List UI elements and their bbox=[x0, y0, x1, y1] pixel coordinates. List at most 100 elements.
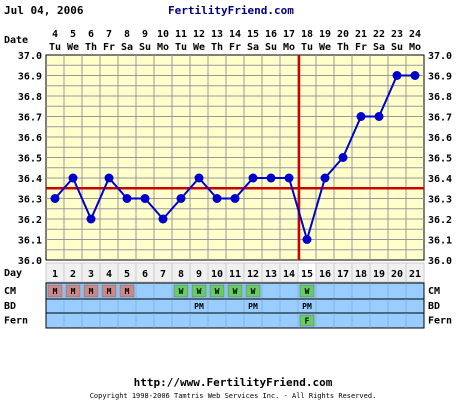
cycle-day-label: 17 bbox=[337, 269, 349, 280]
cm-cell-value: W bbox=[197, 287, 202, 296]
y-tick-label-right: 36.3 bbox=[428, 195, 452, 206]
temperature-point bbox=[158, 214, 168, 224]
cm-cell-value: M bbox=[71, 287, 76, 296]
temperature-point bbox=[212, 194, 222, 203]
cycle-day-label: 3 bbox=[88, 269, 94, 280]
bd-row-label-right: BD bbox=[428, 301, 440, 312]
weekday-tick-label: We bbox=[319, 42, 331, 53]
bd-row-background bbox=[45, 298, 425, 314]
cycle-day-label: 12 bbox=[247, 269, 259, 280]
temperature-point bbox=[248, 173, 258, 183]
weekday-tick-label: Th bbox=[211, 42, 223, 53]
temperature-point bbox=[50, 194, 60, 203]
cycle-day-label: 14 bbox=[283, 269, 295, 280]
cm-marker bbox=[245, 284, 261, 298]
weekday-tick-label: Fr bbox=[355, 42, 367, 53]
temperature-point bbox=[338, 153, 348, 162]
date-tick-label: 23 bbox=[391, 29, 403, 40]
y-tick-label-right: 36.1 bbox=[428, 236, 452, 247]
cm-marker bbox=[119, 284, 135, 298]
cycle-day-label: 1 bbox=[52, 269, 58, 280]
y-tick-label-right: 36.9 bbox=[428, 72, 452, 83]
cycle-day-label: 4 bbox=[106, 269, 112, 280]
y-tick-label-left: 36.6 bbox=[18, 133, 42, 144]
date-tick-label: 14 bbox=[229, 29, 241, 40]
temperature-point bbox=[104, 173, 114, 183]
cycle-day-label: 10 bbox=[211, 269, 223, 280]
y-tick-label-right: 36.8 bbox=[428, 92, 452, 103]
temperature-point bbox=[284, 173, 294, 183]
cm-cell-value: M bbox=[107, 287, 112, 296]
temperature-point bbox=[374, 112, 384, 121]
y-tick-label-left: 36.5 bbox=[18, 154, 42, 165]
footer-copyright: Copyright 1998-2006 Tamtris Web Services… bbox=[90, 392, 377, 400]
date-tick-label: 13 bbox=[211, 29, 223, 40]
temperature-point bbox=[266, 173, 276, 183]
weekday-tick-label: Su bbox=[265, 42, 277, 53]
temperature-point bbox=[194, 173, 204, 183]
fern-marker bbox=[299, 314, 315, 327]
temperature-point bbox=[122, 194, 132, 203]
day-cell bbox=[405, 262, 425, 283]
weekday-tick-label: Sa bbox=[373, 42, 385, 53]
cm-cell-value: M bbox=[89, 287, 94, 296]
bd-row-label-left: BD bbox=[4, 301, 16, 312]
date-tick-label: 17 bbox=[283, 29, 295, 40]
y-tick-label-left: 37.0 bbox=[18, 51, 42, 62]
cm-cell-value: W bbox=[251, 287, 256, 296]
y-tick-label-right: 36.5 bbox=[428, 154, 452, 165]
date-tick-label: 9 bbox=[142, 29, 148, 40]
cm-row-label-right: CM bbox=[428, 286, 440, 297]
chart-date: Jul 04, 2006 bbox=[4, 4, 84, 17]
date-tick-label: 21 bbox=[355, 29, 367, 40]
bd-cell-value: PM bbox=[248, 302, 258, 311]
temperature-point bbox=[302, 235, 312, 244]
cycle-day-label: 7 bbox=[160, 269, 166, 280]
weekday-tick-label: Tu bbox=[49, 42, 61, 53]
date-tick-label: 7 bbox=[106, 29, 112, 40]
y-tick-label-left: 36.8 bbox=[18, 92, 42, 103]
fern-row-background bbox=[45, 312, 425, 329]
weekday-tick-label: Sa bbox=[247, 42, 259, 53]
cm-cell-value: W bbox=[305, 287, 310, 296]
weekday-tick-label: Tu bbox=[301, 42, 313, 53]
y-tick-label-right: 36.6 bbox=[428, 133, 452, 144]
cycle-day-label: 8 bbox=[178, 269, 184, 280]
cm-marker bbox=[47, 284, 63, 298]
weekday-tick-label: We bbox=[67, 42, 79, 53]
cycle-day-label: 18 bbox=[355, 269, 367, 280]
date-row-label: Date bbox=[4, 35, 28, 46]
weekday-tick-label: Mo bbox=[283, 42, 295, 53]
cm-cell-value: W bbox=[233, 287, 238, 296]
date-tick-label: 16 bbox=[265, 29, 277, 40]
temperature-point bbox=[392, 71, 402, 80]
y-tick-label-right: 37.0 bbox=[428, 51, 452, 62]
weekday-tick-label: Sa bbox=[121, 42, 133, 53]
y-tick-label-left: 36.1 bbox=[18, 236, 42, 247]
cm-marker bbox=[101, 284, 117, 298]
cm-marker bbox=[227, 284, 243, 298]
date-tick-label: 10 bbox=[157, 29, 169, 40]
temperature-point bbox=[410, 71, 420, 80]
cm-cell-value: W bbox=[215, 287, 220, 296]
cm-cell-value: M bbox=[53, 287, 58, 296]
date-tick-label: 24 bbox=[409, 29, 421, 40]
footer-url: http://www.FertilityFriend.com bbox=[134, 376, 333, 389]
y-tick-label-right: 36.7 bbox=[428, 113, 452, 124]
date-tick-label: 8 bbox=[124, 29, 130, 40]
cycle-day-label: 20 bbox=[391, 269, 403, 280]
plot-area: Date 4 5 6 7 8 9 10 11 12 13 14 15 16 17 18 19 20 21 22 23 24… bbox=[4, 29, 452, 267]
cm-row-label-left: CM bbox=[4, 286, 16, 297]
y-tick-label-right: 36.2 bbox=[428, 215, 452, 226]
temperature-point bbox=[320, 173, 330, 183]
weekday-tick-label: Mo bbox=[409, 42, 421, 53]
weekday-tick-label: Th bbox=[85, 42, 97, 53]
cycle-day-label: 19 bbox=[373, 269, 385, 280]
fern-row-label-right: Fern bbox=[428, 316, 452, 327]
weekday-tick-label: Su bbox=[139, 42, 151, 53]
weekday-tick-label: We bbox=[193, 42, 205, 53]
date-tick-label: 11 bbox=[175, 29, 187, 40]
cycle-day-label: 9 bbox=[196, 269, 202, 280]
cycle-day-label: 11 bbox=[229, 269, 241, 280]
